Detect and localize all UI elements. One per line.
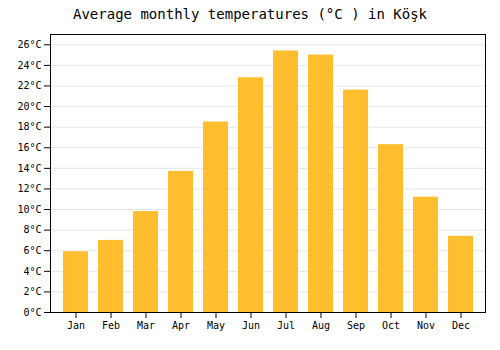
html-text:Average monthly temperatures (: Average monthly temperatures (°C ) in Kö… bbox=[73, 6, 427, 22]
svg-text:22°C: 22°C bbox=[17, 80, 41, 91]
svg-text:20°C: 20°C bbox=[17, 101, 41, 112]
svg-text:Feb: Feb bbox=[102, 320, 120, 331]
svg-text:Mar: Mar bbox=[137, 320, 155, 331]
svg-text:18°C: 18°C bbox=[17, 121, 41, 132]
svg-text:26°C: 26°C bbox=[17, 39, 41, 50]
svg-text:Aug: Aug bbox=[312, 320, 330, 331]
svg-text:24°C: 24°C bbox=[17, 60, 41, 71]
svg-text:Jun: Jun bbox=[242, 320, 260, 331]
svg-text:2°C: 2°C bbox=[23, 286, 41, 297]
svg-text:Nov: Nov bbox=[417, 320, 435, 331]
svg-text:4°C: 4°C bbox=[23, 266, 41, 277]
svg-text:Dec: Dec bbox=[452, 320, 470, 331]
svg-text:Sep: Sep bbox=[347, 320, 365, 331]
svg-text:10°C: 10°C bbox=[17, 204, 41, 215]
svg-text:0°C: 0°C bbox=[23, 307, 41, 318]
svg-text:14°C: 14°C bbox=[17, 163, 41, 174]
svg-text:Jul: Jul bbox=[277, 320, 295, 331]
svg-text:Apr: Apr bbox=[172, 320, 190, 331]
svg-text:Jan: Jan bbox=[67, 320, 85, 331]
svg-text:8°C: 8°C bbox=[23, 224, 41, 235]
svg-text:Oct: Oct bbox=[382, 320, 400, 331]
svg-text:6°C: 6°C bbox=[23, 245, 41, 256]
svg-text:12°C: 12°C bbox=[17, 183, 41, 194]
svg-text:16°C: 16°C bbox=[17, 142, 41, 153]
svg-text:May: May bbox=[207, 320, 225, 331]
